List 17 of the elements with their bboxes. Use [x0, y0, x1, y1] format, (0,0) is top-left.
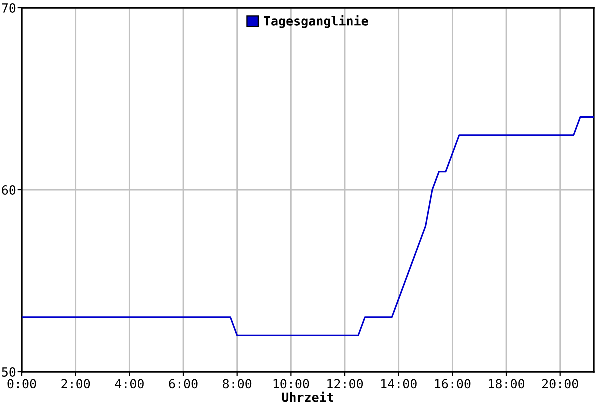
x-tick-label: 4:00 — [115, 379, 144, 389]
x-tick-label: 8:00 — [223, 379, 252, 389]
x-tick-label: 2:00 — [62, 379, 90, 389]
x-tick-label: 6:00 — [169, 379, 198, 389]
x-tick-label: 10:00 — [274, 379, 310, 389]
x-tick-label: 16:00 — [435, 379, 471, 389]
x-tick-label: 20:00 — [542, 379, 578, 389]
x-tick-label: 12:00 — [328, 379, 364, 389]
legend-label: Tagesganglinie — [264, 15, 368, 28]
line-series — [22, 116, 594, 336]
x-tick-label: 18:00 — [489, 379, 525, 389]
x-axis-title: Uhrzeit — [282, 392, 334, 402]
y-tick-label: 60 — [2, 186, 16, 195]
y-tick-label: 70 — [2, 4, 16, 13]
x-tick-label: 14:00 — [382, 379, 417, 389]
y-tick-label: 50 — [2, 368, 16, 377]
x-tick-label: 0:00 — [8, 379, 36, 389]
